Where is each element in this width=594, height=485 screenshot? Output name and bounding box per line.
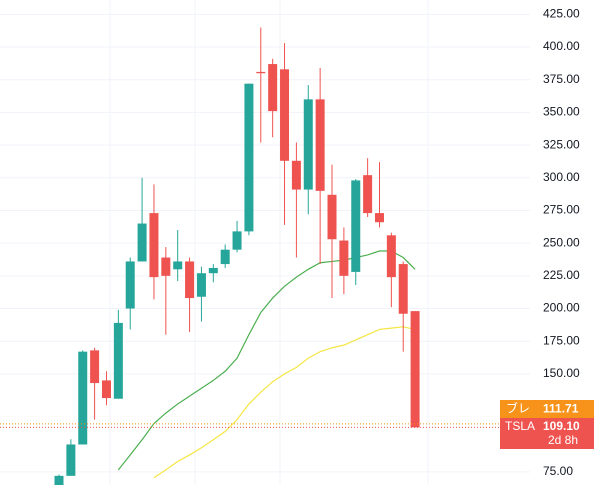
- candle-body: [280, 69, 290, 161]
- candle-body: [291, 160, 301, 190]
- price-label-value: 109.10: [543, 419, 580, 433]
- candle-body: [185, 261, 195, 299]
- price-label-countdown: 2d 8h: [548, 433, 578, 447]
- y-tick-label: 400.00: [543, 39, 580, 53]
- candle-body: [386, 235, 396, 278]
- candle-body: [196, 273, 206, 297]
- candle-body: [173, 261, 183, 270]
- candle-body: [315, 99, 325, 191]
- y-tick-label: 225.00: [543, 268, 580, 282]
- candle-body: [351, 180, 361, 272]
- y-tick-label: 75.00: [543, 464, 573, 478]
- candle-body: [268, 64, 278, 112]
- price-label-value: 111.71: [543, 402, 579, 416]
- y-tick-label: 425.00: [543, 7, 580, 21]
- candle-body: [256, 71, 266, 74]
- price-label-box: [500, 400, 594, 418]
- candle-body: [220, 249, 230, 265]
- candle-body: [113, 322, 123, 399]
- vertical-grid: [109, 0, 429, 485]
- price-label-name: ブレ: [506, 401, 530, 416]
- y-tick-label: 175.00: [543, 333, 580, 347]
- y-tick-label: 325.00: [543, 137, 580, 151]
- candle-body: [232, 231, 242, 250]
- candle-body: [149, 213, 159, 278]
- candle-body: [54, 475, 64, 485]
- candle-body: [125, 261, 135, 309]
- y-tick-label: 150.00: [543, 366, 580, 380]
- moving-average-line: [153, 326, 416, 479]
- candle-body: [339, 240, 349, 276]
- y-tick-label: 250.00: [543, 235, 580, 249]
- candle-body: [327, 194, 337, 240]
- y-tick-label: 200.00: [543, 301, 580, 315]
- y-tick-label: 300.00: [543, 170, 580, 184]
- candle-body: [78, 351, 88, 445]
- candle-body: [161, 257, 171, 276]
- moving-average-line: [117, 250, 416, 471]
- candle-body: [101, 380, 111, 399]
- candle-body: [410, 311, 420, 428]
- price-label-box: [500, 418, 594, 449]
- candle-body: [137, 223, 147, 262]
- candle-body: [244, 83, 254, 232]
- y-tick-label: 375.00: [543, 72, 580, 86]
- candle-body: [398, 264, 408, 314]
- candle-body: [374, 213, 384, 223]
- y-tick-label: 350.00: [543, 105, 580, 119]
- candle-body: [90, 350, 100, 384]
- candle-body: [66, 444, 76, 476]
- candle-body: [363, 175, 373, 214]
- candle-body: [303, 99, 313, 190]
- price-label-name: TSLA: [505, 419, 535, 433]
- candle-body: [208, 267, 218, 274]
- y-tick-label: 275.00: [543, 203, 580, 217]
